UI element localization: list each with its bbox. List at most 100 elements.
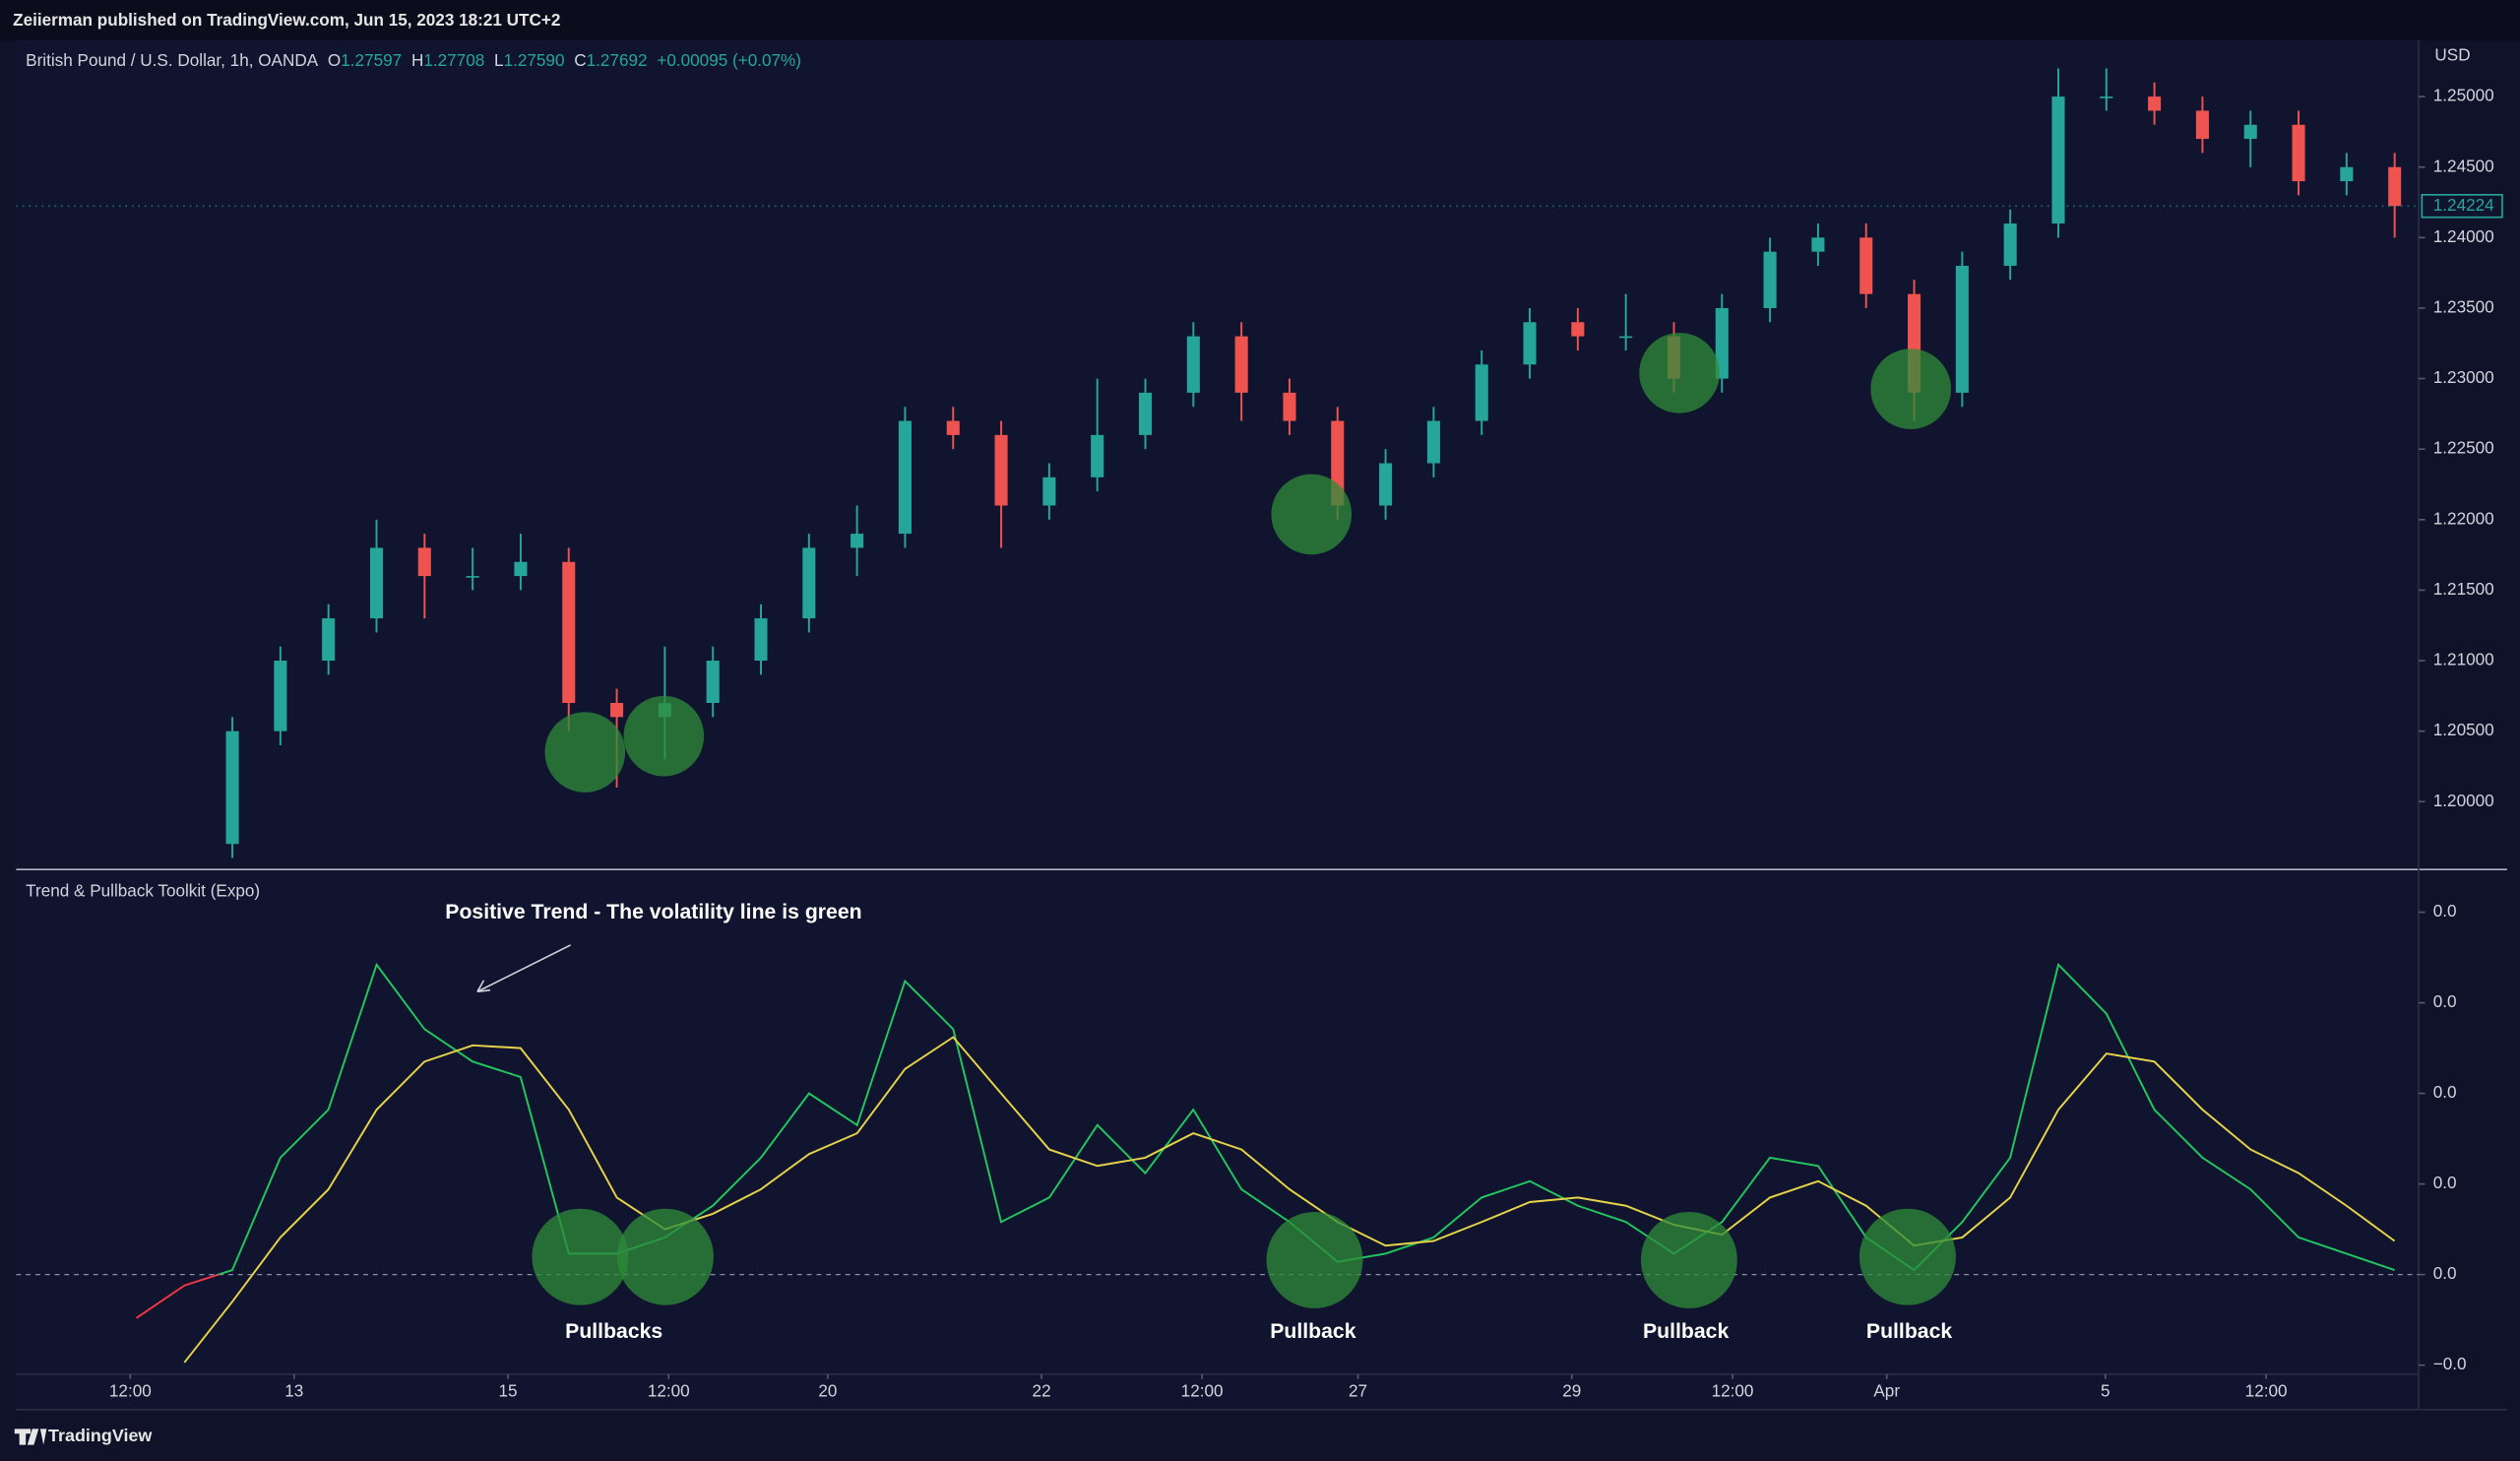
y-tick-label: 0.0 (2433, 901, 2457, 921)
candle-body (1763, 251, 1777, 308)
highlight-circle (1870, 349, 1952, 429)
candle-body (322, 618, 336, 662)
symbol: British Pound / U.S. Dollar, 1h, OANDA (26, 50, 319, 70)
highlight-circle (532, 1208, 629, 1305)
y-tick-label: 1.22500 (2433, 438, 2494, 458)
y-tick-label: 1.22000 (2433, 508, 2494, 528)
y-tick-label: 0.0 (2433, 1173, 2457, 1192)
x-tick-label: 12:00 (109, 1380, 152, 1400)
l-key: L (494, 50, 504, 70)
candle-body (2148, 96, 2162, 111)
candle-body (274, 661, 287, 731)
candle-body (1186, 336, 1200, 393)
x-tick-label: 22 (1033, 1380, 1051, 1400)
y-tick-label: 1.24000 (2433, 226, 2494, 246)
logo (14, 1429, 47, 1445)
candle-body (562, 561, 576, 704)
o-value: 1.27597 (341, 50, 402, 70)
legend: British Pound / U.S. Dollar, 1h, OANDA O1… (26, 50, 801, 70)
candle-body (610, 703, 624, 718)
highlight-circle (1266, 1211, 1363, 1308)
candle-body (802, 547, 816, 619)
pullback-label: Pullbacks (565, 1320, 662, 1343)
candle-body (2388, 166, 2402, 207)
h-value: 1.27708 (423, 50, 484, 70)
highlight-circle (1271, 474, 1353, 555)
plot-area (16, 39, 2420, 1410)
candle-body (1475, 364, 1488, 421)
y-tick-label: 0.0 (2433, 991, 2457, 1011)
highlight-circle (616, 1208, 714, 1305)
x-tick-label: 13 (284, 1380, 303, 1400)
last-price-box (2421, 194, 2503, 219)
series-line (183, 1036, 2396, 1364)
pullback-labels: Pullbacks Pullback Pullback Pullback (565, 1320, 1952, 1343)
candle-body (1811, 237, 1825, 252)
candle-body (514, 561, 528, 577)
indicator-title: Trend & Pullback Toolkit (Expo) (26, 881, 260, 901)
pullback-label: Pullback (1270, 1320, 1355, 1343)
x-tick-label: 12:00 (648, 1380, 690, 1400)
change: +0.00095 (+0.07%) (657, 50, 801, 70)
x-tick-label: 20 (818, 1380, 837, 1400)
candle-body (1283, 392, 1296, 421)
x-tick-label: 12:00 (1712, 1380, 1754, 1400)
x-tick-label: Apr (1873, 1380, 1900, 1400)
brand: TradingView (48, 1426, 152, 1445)
last-price-label: 1.24224 (2433, 195, 2494, 215)
highlight-circle (1639, 332, 1720, 413)
candle-body (1619, 336, 1633, 339)
candle-body (706, 661, 720, 704)
candle-body (2003, 223, 2017, 266)
candle-body (850, 534, 864, 548)
h-key: H (411, 50, 423, 70)
publisher: Zeiierman published on TradingView.com, … (13, 10, 560, 30)
candle-body (1091, 434, 1104, 477)
candle-body (1523, 322, 1537, 365)
candle-body (1234, 336, 1248, 393)
y-tick-label: 0.0 (2433, 1082, 2457, 1102)
candle-body (994, 434, 1008, 506)
y-tick-label: −0.0 (2433, 1354, 2467, 1373)
candle-body (225, 730, 239, 845)
candle-body (1571, 322, 1585, 337)
candle-body (898, 420, 912, 535)
candle-body (1042, 476, 1056, 506)
candle-body (2292, 124, 2305, 182)
highlight-circle (1640, 1211, 1737, 1308)
highlights (532, 332, 1956, 1308)
candle-body (1426, 420, 1440, 464)
annotation-arrow (476, 944, 571, 993)
y-tick-label: 0.0 (2433, 1263, 2457, 1283)
candle-body (2100, 96, 2113, 98)
highlight-circle (1858, 1208, 1956, 1305)
pullback-label: Pullback (1866, 1320, 1952, 1343)
pullback-label: Pullback (1643, 1320, 1729, 1343)
currency: USD (2434, 45, 2470, 65)
y-tick-label: 1.25000 (2433, 86, 2494, 105)
y-tick-label: 1.24500 (2433, 156, 2494, 175)
c-value: 1.27692 (587, 50, 648, 70)
candle-body (2243, 124, 2257, 140)
candle-body (2051, 96, 2065, 224)
x-tick-label: 12:00 (1181, 1380, 1224, 1400)
y-tick-label: 1.21000 (2433, 650, 2494, 669)
y-tick-label: 1.23500 (2433, 296, 2494, 316)
candle-body (946, 420, 960, 435)
l-value: 1.27590 (504, 50, 565, 70)
series-line (135, 962, 2395, 1319)
arrow-head (476, 980, 491, 993)
annotation: Positive Trend - The volatility line is … (445, 901, 861, 923)
candle-body (417, 547, 431, 577)
candle-body (466, 576, 479, 578)
y-tick-label: 1.20500 (2433, 720, 2494, 739)
c-key: C (574, 50, 586, 70)
x-tick-label: 29 (1562, 1380, 1581, 1400)
candle-body (1138, 392, 1153, 435)
x-tick-label: 12:00 (2245, 1380, 2288, 1400)
candle-body (1955, 265, 1969, 393)
x-tick-label: 15 (498, 1380, 517, 1400)
candle-body (754, 618, 768, 662)
top-bar (0, 0, 2520, 40)
